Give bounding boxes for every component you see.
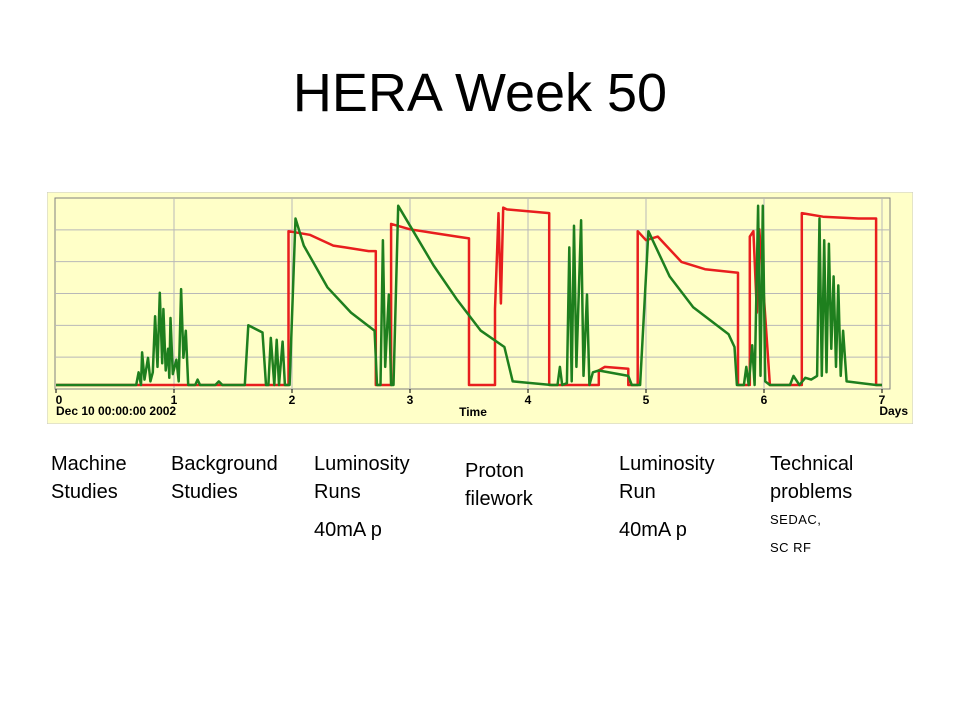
x-tick-label: 2 [289, 393, 296, 407]
label-machine-studies: Machine Studies [51, 450, 127, 506]
label-line: Machine [51, 453, 127, 475]
x-axis-unit: Days [879, 404, 908, 418]
label-technical-problems: Technical problems SEDAC, SC RF [770, 450, 853, 562]
label-line: problems [770, 481, 853, 503]
series-lines [56, 204, 882, 387]
x-tick-label: 0 [56, 393, 63, 407]
label-line: Luminosity [619, 453, 715, 475]
label-line: Run [619, 481, 656, 503]
start-date-label: Dec 10 00:00:00 2002 [56, 404, 176, 418]
chart-svg: 0 1 2 3 4 5 6 7 Dec 10 00:00:00 2002 Time Days [47, 192, 913, 424]
label-current: 40mA p [314, 519, 382, 541]
slide-title: HERA Week 50 [292, 63, 668, 123]
label-line: Proton [465, 460, 524, 482]
x-tick-label: 1 [171, 393, 178, 407]
label-background-studies: Background Studies [171, 450, 278, 506]
label-line: filework [465, 488, 533, 510]
x-tick-label: 3 [407, 393, 414, 407]
label-current: 40mA p [619, 519, 687, 541]
x-axis-title: Time [459, 405, 487, 419]
luminosity-chart: 0 1 2 3 4 5 6 7 Dec 10 00:00:00 2002 Time Days [47, 192, 913, 424]
x-axis-ticks: 0 1 2 3 4 5 6 7 [55, 389, 886, 407]
label-proton-filework: Proton filework [465, 457, 533, 513]
label-detail: SEDAC, [770, 512, 822, 527]
label-detail: SC RF [770, 540, 812, 555]
label-line: Runs [314, 481, 361, 503]
label-line: Technical [770, 453, 854, 475]
label-line: Studies [171, 481, 238, 503]
x-tick-label: 6 [761, 393, 768, 407]
label-line: Studies [51, 481, 118, 503]
x-tick-label: 4 [525, 393, 532, 407]
label-luminosity-runs: Luminosity Runs 40mA p [314, 450, 410, 544]
label-line: Luminosity [314, 453, 410, 475]
x-tick-label: 7 [879, 393, 886, 407]
label-luminosity-run: Luminosity Run 40mA p [619, 450, 715, 544]
x-tick-label: 5 [643, 393, 650, 407]
series-line-green [56, 204, 882, 387]
label-line: Background [171, 453, 278, 475]
